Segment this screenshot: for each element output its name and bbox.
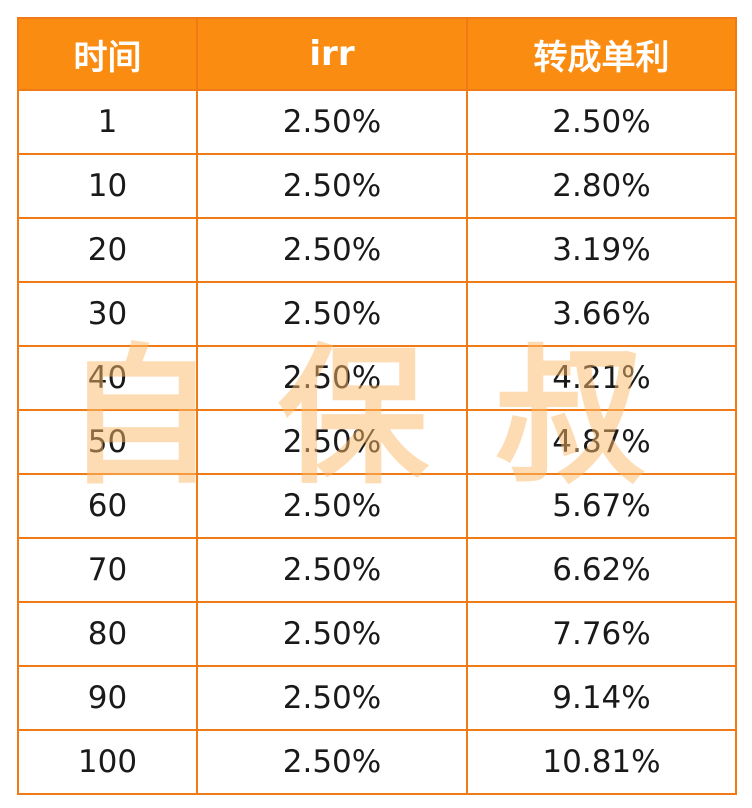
cell-irr: 2.50% <box>196 729 468 795</box>
table-row: 60 2.50% 5.67% <box>17 473 737 539</box>
table-row: 20 2.50% 3.19% <box>17 217 737 283</box>
cell-time: 60 <box>17 473 198 539</box>
cell-irr: 2.50% <box>196 665 468 731</box>
table-row: 30 2.50% 3.66% <box>17 281 737 347</box>
cell-simple-interest: 4.21% <box>466 345 737 411</box>
cell-simple-interest: 3.19% <box>466 217 737 283</box>
cell-time: 30 <box>17 281 198 347</box>
cell-simple-interest: 9.14% <box>466 665 737 731</box>
cell-irr: 2.50% <box>196 153 468 219</box>
cell-simple-interest: 2.50% <box>466 89 737 155</box>
header-row: 时间 irr 转成单利 <box>17 17 737 91</box>
table-body: 1 2.50% 2.50% 10 2.50% 2.80% 20 2.50% 3.… <box>17 89 737 795</box>
column-header-irr: irr <box>196 17 468 91</box>
column-header-time: 时间 <box>17 17 198 91</box>
cell-irr: 2.50% <box>196 537 468 603</box>
table-header: 时间 irr 转成单利 <box>17 17 737 91</box>
cell-simple-interest: 2.80% <box>466 153 737 219</box>
cell-irr: 2.50% <box>196 217 468 283</box>
cell-time: 100 <box>17 729 198 795</box>
column-header-simple-interest: 转成单利 <box>466 17 737 91</box>
cell-simple-interest: 6.62% <box>466 537 737 603</box>
cell-simple-interest: 3.66% <box>466 281 737 347</box>
cell-time: 40 <box>17 345 198 411</box>
table-row: 80 2.50% 7.76% <box>17 601 737 667</box>
cell-irr: 2.50% <box>196 89 468 155</box>
table-row: 90 2.50% 9.14% <box>17 665 737 731</box>
table-row: 10 2.50% 2.80% <box>17 153 737 219</box>
cell-irr: 2.50% <box>196 281 468 347</box>
cell-simple-interest: 10.81% <box>466 729 737 795</box>
cell-irr: 2.50% <box>196 601 468 667</box>
cell-simple-interest: 4.87% <box>466 409 737 475</box>
cell-simple-interest: 5.67% <box>466 473 737 539</box>
table-row: 50 2.50% 4.87% <box>17 409 737 475</box>
data-table: 时间 irr 转成单利 1 2.50% 2.50% 10 2.50% 2.80%… <box>17 17 737 795</box>
table-row: 40 2.50% 4.21% <box>17 345 737 411</box>
table-row: 100 2.50% 10.81% <box>17 729 737 795</box>
table-row: 1 2.50% 2.50% <box>17 89 737 155</box>
cell-time: 70 <box>17 537 198 603</box>
cell-time: 50 <box>17 409 198 475</box>
cell-irr: 2.50% <box>196 409 468 475</box>
cell-simple-interest: 7.76% <box>466 601 737 667</box>
cell-time: 20 <box>17 217 198 283</box>
table-row: 70 2.50% 6.62% <box>17 537 737 603</box>
cell-time: 80 <box>17 601 198 667</box>
cell-time: 10 <box>17 153 198 219</box>
cell-irr: 2.50% <box>196 345 468 411</box>
cell-time: 90 <box>17 665 198 731</box>
cell-irr: 2.50% <box>196 473 468 539</box>
data-table-container: 时间 irr 转成单利 1 2.50% 2.50% 10 2.50% 2.80%… <box>17 17 737 795</box>
cell-time: 1 <box>17 89 198 155</box>
